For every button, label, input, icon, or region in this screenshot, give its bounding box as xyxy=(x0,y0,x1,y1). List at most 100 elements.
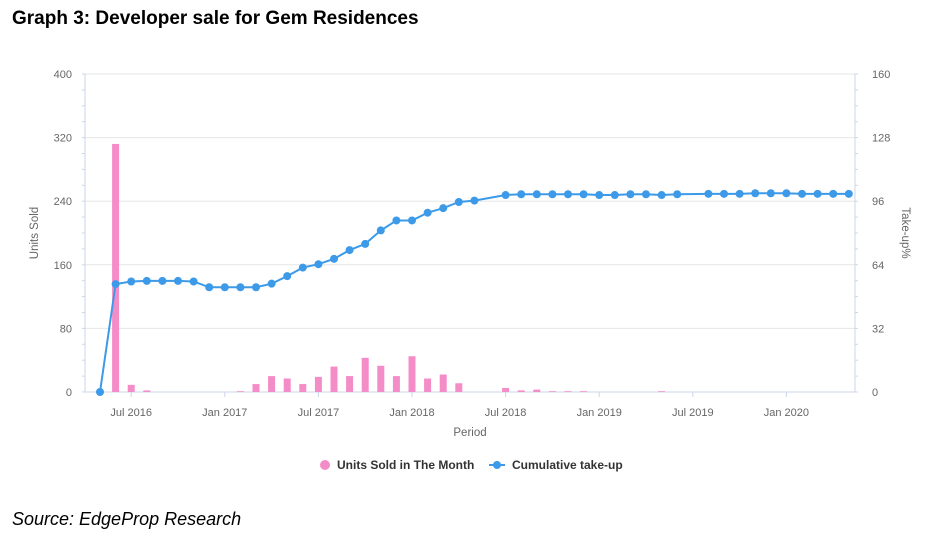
point-cumulative-take-up[interactable] xyxy=(766,189,775,198)
point-cumulative-take-up[interactable] xyxy=(345,246,354,255)
y-right-tick-label: 128 xyxy=(872,133,890,145)
legend-line-dot xyxy=(493,461,501,469)
bar-units-sold[interactable] xyxy=(330,366,338,392)
x-tick-label: Jan 2019 xyxy=(577,407,622,419)
bar-units-sold[interactable] xyxy=(299,384,307,392)
point-cumulative-take-up[interactable] xyxy=(844,189,853,198)
y-axis-left-title: Units Sold xyxy=(29,207,41,259)
point-cumulative-take-up[interactable] xyxy=(735,189,744,198)
point-cumulative-take-up[interactable] xyxy=(813,189,822,198)
point-cumulative-take-up[interactable] xyxy=(361,239,370,248)
bar-units-sold[interactable] xyxy=(502,388,510,392)
y-right-tick-label: 32 xyxy=(872,323,884,335)
legend-bar-marker xyxy=(320,460,330,470)
bar-units-sold[interactable] xyxy=(112,143,120,392)
point-cumulative-take-up[interactable] xyxy=(595,191,604,200)
y-right-tick-label: 0 xyxy=(872,387,878,399)
bar-units-sold[interactable] xyxy=(361,357,369,392)
bar-units-sold[interactable] xyxy=(127,384,135,392)
point-cumulative-take-up[interactable] xyxy=(408,216,416,225)
bar-units-sold[interactable] xyxy=(517,390,525,392)
point-cumulative-take-up[interactable] xyxy=(657,191,666,200)
y-right-tick-label: 160 xyxy=(872,69,890,81)
bar-units-sold[interactable] xyxy=(236,391,244,392)
bar-units-sold[interactable] xyxy=(346,376,354,392)
point-cumulative-take-up[interactable] xyxy=(720,189,728,198)
bar-units-sold[interactable] xyxy=(455,383,463,392)
legend-label-units-sold: Units Sold in The Month xyxy=(337,458,474,472)
point-cumulative-take-up[interactable] xyxy=(392,216,401,225)
line-path-cumulative-take-up xyxy=(99,192,849,393)
point-cumulative-take-up[interactable] xyxy=(517,190,526,199)
point-cumulative-take-up[interactable] xyxy=(96,388,104,396)
point-cumulative-take-up[interactable] xyxy=(829,189,838,198)
bar-units-sold[interactable] xyxy=(564,391,572,392)
y-left-tick-label: 80 xyxy=(60,323,72,335)
point-cumulative-take-up[interactable] xyxy=(782,189,791,198)
y-left-tick-label: 320 xyxy=(54,133,72,145)
point-cumulative-take-up[interactable] xyxy=(236,283,245,292)
point-cumulative-take-up[interactable] xyxy=(548,190,557,199)
tick-labels: 0 0 80 32 160 64 240 96 320 128 400 160 Jul 2016 Jan … xyxy=(54,69,891,419)
point-cumulative-take-up[interactable] xyxy=(142,276,151,285)
point-cumulative-take-up[interactable] xyxy=(610,191,619,200)
point-cumulative-take-up[interactable] xyxy=(564,190,572,199)
point-cumulative-take-up[interactable] xyxy=(189,277,198,286)
point-cumulative-take-up[interactable] xyxy=(751,189,760,198)
point-cumulative-take-up[interactable] xyxy=(127,277,136,286)
x-tick-label: Jul 2016 xyxy=(110,407,152,419)
point-cumulative-take-up[interactable] xyxy=(205,283,214,292)
y-left-tick-label: 400 xyxy=(54,69,72,81)
point-cumulative-take-up[interactable] xyxy=(220,283,229,292)
point-cumulative-take-up[interactable] xyxy=(798,189,806,198)
point-cumulative-take-up[interactable] xyxy=(252,283,260,292)
y-right-tick-label: 64 xyxy=(872,260,884,272)
legend[interactable]: Units Sold in The Month Cumulative take-… xyxy=(320,458,623,472)
point-cumulative-take-up[interactable] xyxy=(174,276,182,285)
point-cumulative-take-up[interactable] xyxy=(532,190,541,199)
y-left-tick-label: 0 xyxy=(66,387,72,399)
y-left-tick-label: 240 xyxy=(54,196,72,208)
axes xyxy=(82,73,858,397)
x-axis-title: Period xyxy=(453,427,486,439)
bar-units-sold[interactable] xyxy=(658,391,666,392)
point-cumulative-take-up[interactable] xyxy=(454,197,463,206)
legend-item-cumulative-take-up[interactable]: Cumulative take-up xyxy=(489,458,623,472)
bar-units-sold[interactable] xyxy=(314,376,322,392)
y-axis-right-title: Take-up% xyxy=(899,207,911,258)
legend-item-units-sold[interactable]: Units Sold in The Month xyxy=(320,458,474,472)
bar-units-sold[interactable] xyxy=(533,389,541,392)
bar-units-sold[interactable] xyxy=(143,390,151,392)
point-cumulative-take-up[interactable] xyxy=(376,226,385,235)
point-cumulative-take-up[interactable] xyxy=(579,190,588,199)
x-tick-label: Jan 2020 xyxy=(764,407,809,419)
point-cumulative-take-up[interactable] xyxy=(626,190,635,199)
point-cumulative-take-up[interactable] xyxy=(470,196,479,205)
bar-units-sold[interactable] xyxy=(377,365,385,392)
point-cumulative-take-up[interactable] xyxy=(298,263,307,272)
bar-units-sold[interactable] xyxy=(268,376,276,392)
point-cumulative-take-up[interactable] xyxy=(330,254,338,263)
x-tick-label: Jul 2017 xyxy=(298,407,340,419)
point-cumulative-take-up[interactable] xyxy=(111,280,120,289)
point-cumulative-take-up[interactable] xyxy=(501,191,510,200)
point-cumulative-take-up[interactable] xyxy=(704,189,713,198)
bar-units-sold[interactable] xyxy=(580,391,588,392)
point-cumulative-take-up[interactable] xyxy=(423,208,432,217)
point-cumulative-take-up[interactable] xyxy=(439,204,448,213)
bar-units-sold[interactable] xyxy=(424,378,432,392)
bar-units-sold[interactable] xyxy=(392,376,400,392)
point-cumulative-take-up[interactable] xyxy=(267,279,276,288)
bar-units-sold[interactable] xyxy=(439,374,447,392)
bar-units-sold[interactable] xyxy=(252,384,260,392)
point-cumulative-take-up[interactable] xyxy=(158,276,167,285)
bar-units-sold[interactable] xyxy=(408,356,416,392)
point-cumulative-take-up[interactable] xyxy=(314,260,323,269)
point-cumulative-take-up[interactable] xyxy=(283,272,292,281)
bar-units-sold[interactable] xyxy=(548,391,556,392)
point-cumulative-take-up[interactable] xyxy=(673,190,682,199)
point-cumulative-take-up[interactable] xyxy=(642,190,650,199)
y-left-tick-label: 160 xyxy=(54,260,72,272)
bar-units-sold[interactable] xyxy=(283,378,291,392)
